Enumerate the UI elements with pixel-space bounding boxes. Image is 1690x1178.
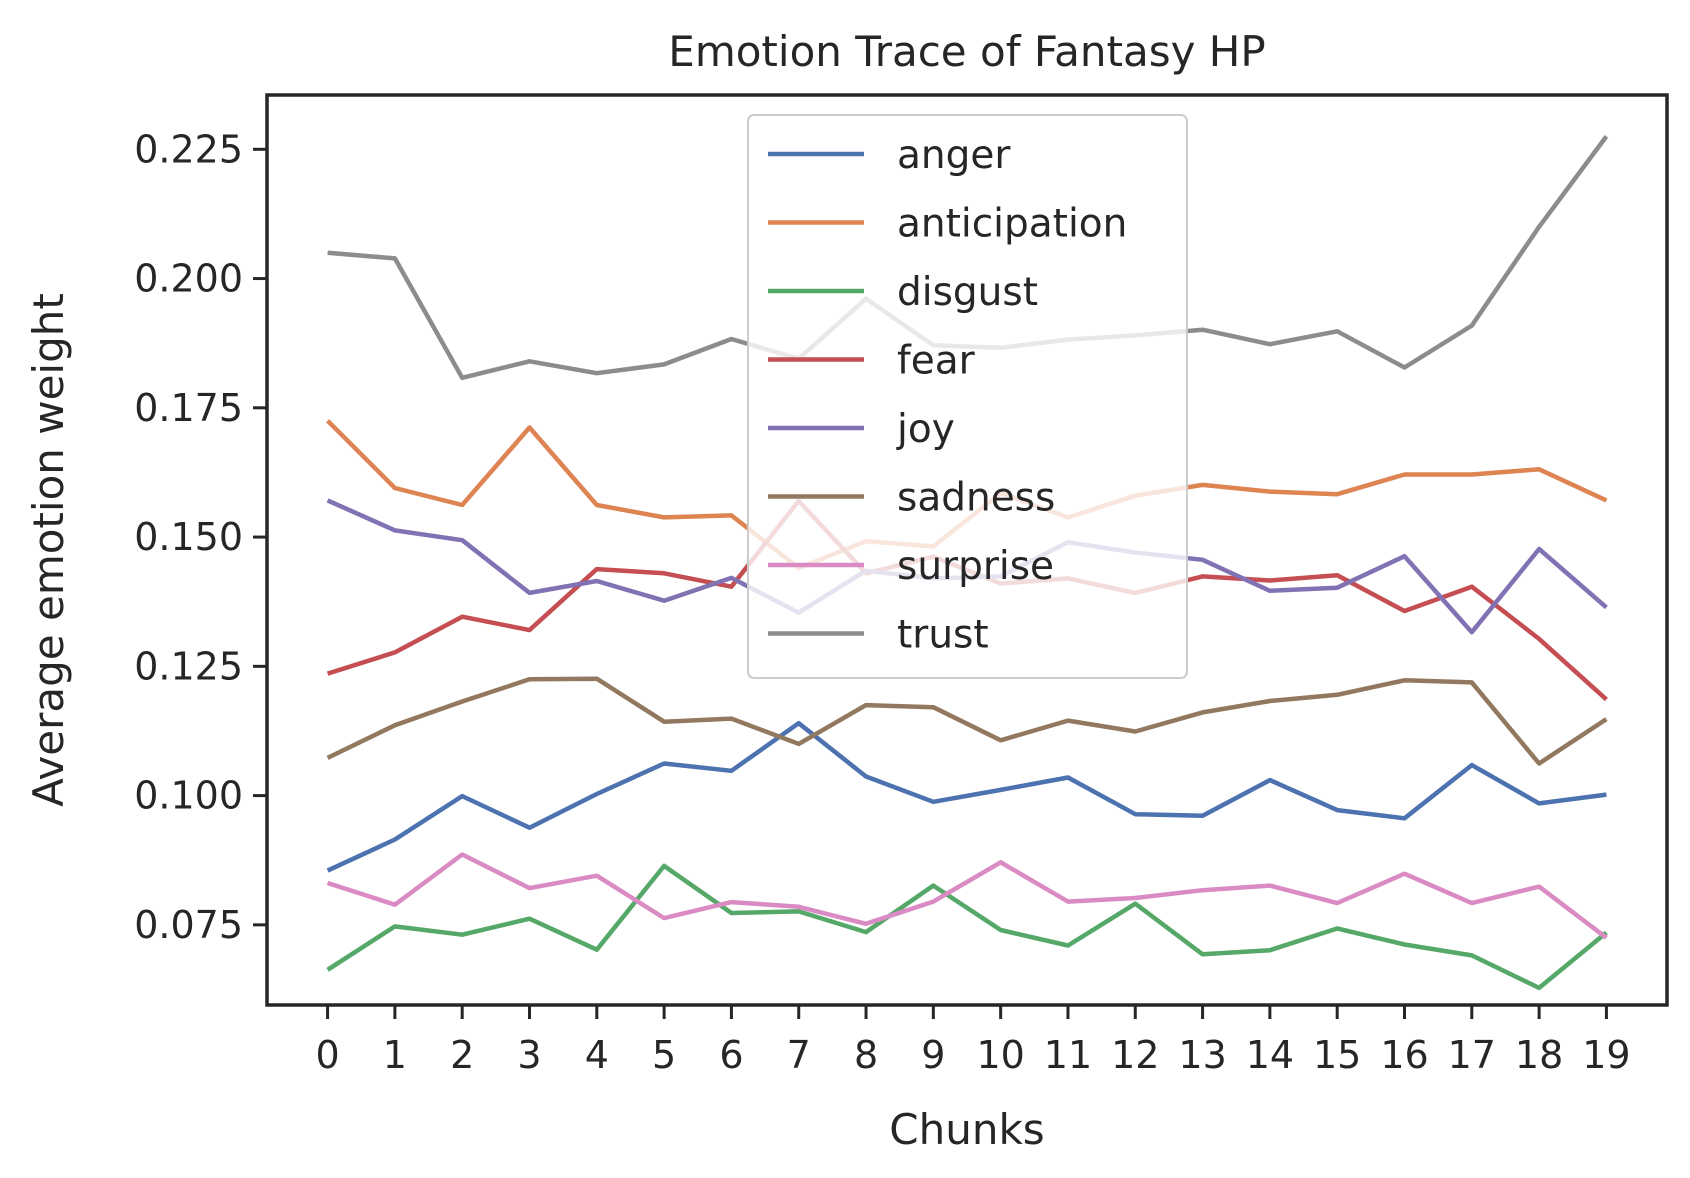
legend-label: joy (896, 407, 955, 452)
x-axis-label: Chunks (889, 1105, 1044, 1154)
legend: anger anticipation disgust fear joy sadness su… (747, 114, 1188, 679)
series-line-surprise (326, 852, 1608, 940)
legend-label: trust (897, 613, 989, 658)
x-tick-label: 1 (383, 1033, 407, 1077)
legend-item-anger: anger (768, 133, 1011, 178)
y-tick-label: 0.225 (134, 127, 243, 171)
x-tick-label: 0 (315, 1033, 339, 1077)
x-tick-label: 2 (450, 1033, 474, 1077)
legend-label: sadness (897, 476, 1055, 521)
y-axis-label: Average emotion weight (24, 293, 73, 807)
y-tick-label: 0.125 (134, 644, 243, 688)
legend-label: disgust (897, 270, 1038, 315)
y-tick-label: 0.150 (134, 515, 243, 559)
x-tick-label: 10 (976, 1033, 1024, 1077)
x-tick-label: 7 (787, 1033, 811, 1077)
x-tick-label: 11 (1044, 1033, 1092, 1077)
legend-items: anger anticipation disgust fear joy sadness su… (768, 133, 1127, 658)
legend-item-fear: fear (768, 339, 976, 384)
series-line-anger (326, 720, 1607, 873)
x-tick-label: 3 (517, 1033, 541, 1077)
x-tick-label: 14 (1246, 1033, 1294, 1077)
legend-frame (747, 114, 1188, 679)
legend-label: surprise (897, 544, 1054, 589)
x-tick-label: 17 (1448, 1033, 1496, 1077)
x-tick-label: 9 (921, 1033, 945, 1077)
legend-item-trust: trust (768, 613, 989, 658)
y-tick-label: 0.100 (134, 774, 243, 818)
x-tick-label: 6 (719, 1033, 743, 1077)
y-axis: 0.075 0.100 0.125 0.150 0.175 0.200 0.225 (134, 127, 267, 947)
x-tick-label: 13 (1178, 1033, 1226, 1077)
plot-frame (265, 93, 1669, 1007)
x-tick-label: 18 (1515, 1033, 1563, 1077)
x-tick-label: 8 (854, 1033, 878, 1077)
x-tick-label: 5 (652, 1033, 676, 1077)
series-line-sadness (326, 676, 1608, 766)
x-tick-label: 16 (1380, 1033, 1428, 1077)
legend-label: anger (897, 133, 1011, 178)
x-axis: 0 1 2 3 4 5 6 7 8 9 10 11 12 13 14 15 16 17 18 19 (315, 1005, 1631, 1077)
legend-label: anticipation (897, 202, 1127, 247)
y-tick-label: 0.200 (134, 257, 243, 301)
x-tick-label: 19 (1582, 1033, 1630, 1077)
legend-label: fear (897, 339, 976, 384)
y-tick-label: 0.075 (134, 903, 243, 947)
x-tick-label: 15 (1313, 1033, 1361, 1077)
y-tick-label: 0.175 (134, 386, 243, 430)
legend-item-anticipation: anticipation (768, 202, 1127, 247)
x-tick-label: 12 (1111, 1033, 1159, 1077)
series-line-disgust (326, 863, 1608, 991)
legend-item-disgust: disgust (768, 270, 1038, 315)
x-tick-label: 4 (585, 1033, 609, 1077)
legend-item-sadness: sadness (768, 476, 1055, 521)
legend-item-joy: joy (768, 407, 955, 452)
chart-title: Emotion Trace of Fantasy HP (668, 27, 1265, 76)
legend-item-surprise: surprise (768, 544, 1054, 589)
